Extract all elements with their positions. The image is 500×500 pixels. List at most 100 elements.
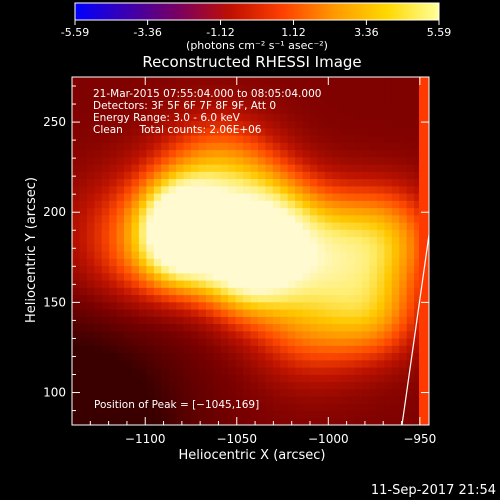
heatmap-cell [161,222,170,230]
heatmap-cell [310,84,319,93]
heatmap-cell [101,287,110,296]
annotation-block: 21-Mar-2015 07:55:04.000 to 08:05:04.000… [93,88,321,136]
heatmap-cell [228,403,237,412]
heatmap-cell [153,338,162,346]
heatmap-cell [257,106,266,114]
heatmap-cell [347,374,356,383]
heatmap-cell [176,251,185,259]
heatmap-cell [295,287,304,296]
heatmap-cell [302,164,311,172]
heatmap-cell [376,417,385,425]
heatmap-cell [213,388,222,397]
heatmap-cell [101,120,110,129]
heatmap-cell [79,309,88,317]
heatmap-cell [86,77,95,85]
heatmap-cell [347,127,356,136]
heatmap-cell [109,301,118,310]
heatmap-cell [339,352,348,361]
heatmap-cell [124,164,133,172]
heatmap-cell [191,185,200,194]
heatmap-cell [280,149,289,158]
heatmap-cell [391,135,400,143]
heatmap-cell [376,207,385,216]
heatmap-cell [265,120,274,129]
heatmap-cell [198,417,207,425]
heatmap-cell [191,106,200,114]
heatmap-cell [354,316,363,325]
heatmap-cell [205,251,214,259]
heatmap-cell [310,396,319,404]
heatmap-cell [376,410,385,419]
heatmap-cell [183,200,192,209]
heatmap-cell [79,178,88,187]
heatmap-cell [280,98,289,107]
heatmap-cell [94,113,103,122]
heatmap-cell [272,207,281,216]
heatmap-cell [109,106,118,114]
heatmap-cell [399,396,408,404]
heatmap-cell [101,207,110,216]
heatmap-cell [302,251,311,259]
heatmap-cell [339,287,348,296]
heatmap-cell [243,236,252,245]
heatmap-cell [146,185,155,194]
heatmap-cell [168,294,177,303]
heatmap-cell [161,381,170,390]
heatmap-cell [339,396,348,404]
heatmap-cell [191,207,200,216]
heatmap-cell [205,294,214,303]
heatmap-cell [362,309,371,317]
heatmap-cell [295,316,304,325]
heatmap-cell [235,127,244,136]
heatmap-cell [265,374,274,383]
heatmap-cell [72,171,81,180]
heatmap-cell [183,367,192,375]
heatmap-cell [302,403,311,412]
heatmap-cell [191,309,200,317]
heatmap-cell [191,171,200,180]
heatmap-cell [376,243,385,252]
heatmap-cell [280,214,289,223]
heatmap-cell [287,352,296,361]
heatmap-cell [220,417,229,425]
heatmap-cell [131,330,140,339]
heatmap-cell [243,229,252,238]
heatmap-cell [302,367,311,375]
heatmap-cell [124,142,133,151]
heatmap-cell [250,388,259,397]
heatmap-cell [168,171,177,180]
heatmap-cell [94,229,103,238]
heatmap-cell [399,91,408,100]
heatmap-cell [161,403,170,412]
heatmap-cell [280,272,289,281]
heatmap-cell [205,388,214,397]
heatmap-cell [317,352,326,361]
heatmap-cell [250,301,259,310]
heatmap-cell [265,280,274,288]
heatmap-cell [332,171,341,180]
heatmap-cell [376,338,385,346]
heatmap-cell [131,323,140,332]
heatmap-cell [295,171,304,180]
heatmap-cell [369,258,378,267]
heatmap-cell [235,294,244,303]
heatmap-cell [302,265,311,274]
heatmap-cell [257,98,266,107]
heatmap-cell [183,164,192,172]
heatmap-cell [302,142,311,151]
heatmap-cell [176,98,185,107]
heatmap-cell [354,396,363,404]
heatmap-cell [369,287,378,296]
heatmap-cell [414,417,423,425]
heatmap-cell [414,135,423,143]
heatmap-cell [235,171,244,180]
y-axis-label: Heliocentric Y (arcsec) [24,177,39,323]
heatmap-cell [101,77,110,85]
heatmap-cell [183,120,192,129]
heatmap-cell [376,236,385,245]
heatmap-cell [339,127,348,136]
heatmap-cell [220,345,229,354]
heatmap-cell [257,388,266,397]
heatmap-cell [94,193,103,201]
heatmap-cell [347,265,356,274]
